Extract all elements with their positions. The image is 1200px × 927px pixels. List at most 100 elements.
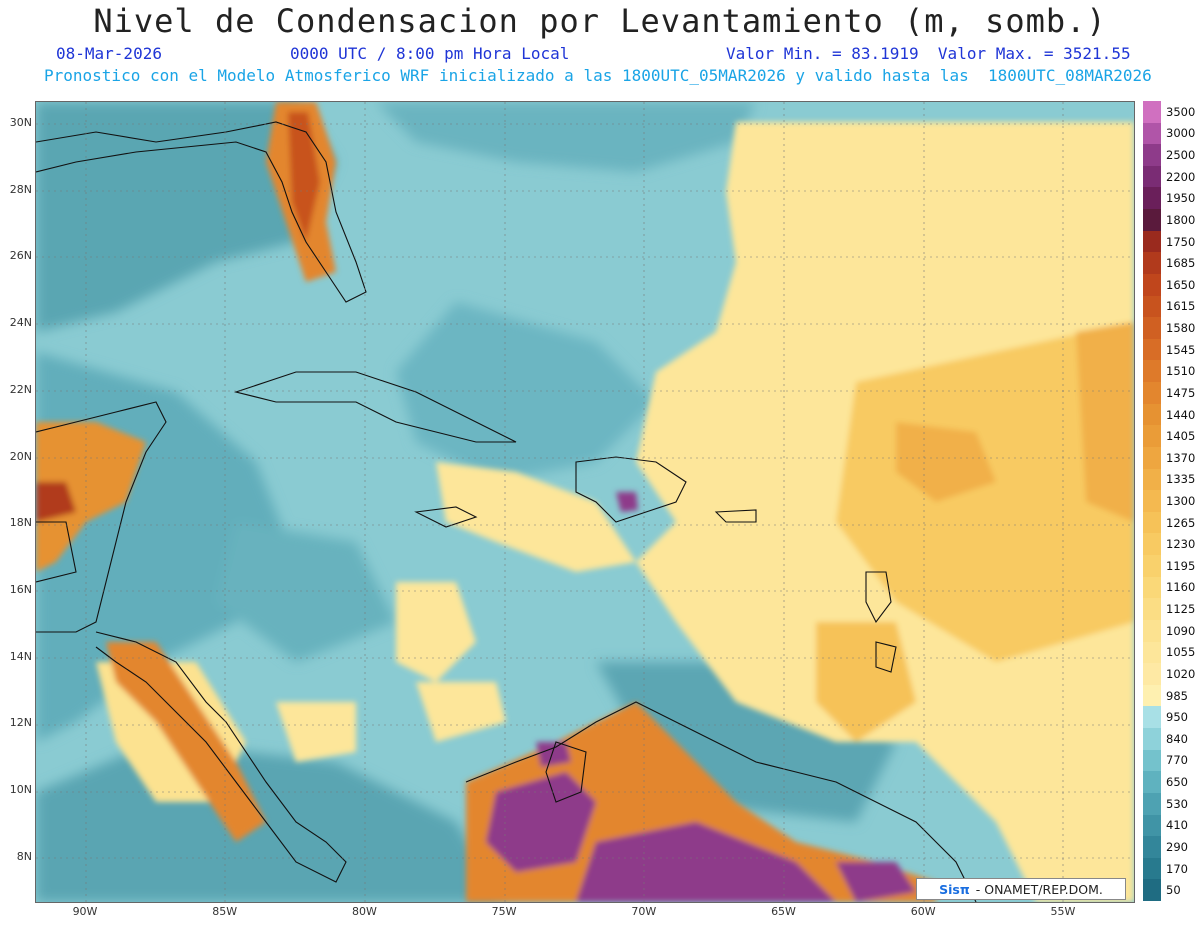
legend-swatch xyxy=(1143,511,1161,534)
legend-label: 1195 xyxy=(1166,558,1196,573)
legend-swatch xyxy=(1143,598,1161,621)
legend-label: 770 xyxy=(1166,753,1188,768)
legend-label: 1370 xyxy=(1166,450,1196,465)
legend-label: 1440 xyxy=(1166,407,1196,422)
legend-swatch xyxy=(1143,230,1161,253)
gridlines xyxy=(36,102,1134,902)
lat-label: 10N xyxy=(9,783,32,796)
brand-badge: Sisπ - ONAMET/REP.DOM. xyxy=(916,878,1126,900)
legend-label: 1160 xyxy=(1166,580,1196,595)
lat-label: 8N xyxy=(16,849,32,863)
legend-swatch xyxy=(1143,792,1161,815)
legend-swatch xyxy=(1143,165,1161,188)
lat-label: 30N xyxy=(9,116,32,129)
legend-label: 1950 xyxy=(1166,191,1196,206)
legend-label: 410 xyxy=(1166,818,1188,833)
legend-swatch xyxy=(1143,317,1161,340)
legend-swatch xyxy=(1143,663,1161,686)
legend-swatch xyxy=(1143,338,1161,361)
legend-swatch xyxy=(1143,187,1161,210)
legend-swatch xyxy=(1143,468,1161,491)
legend-swatch xyxy=(1143,749,1161,772)
legend-swatch xyxy=(1143,295,1161,318)
lat-label: 18N xyxy=(9,516,32,530)
legend-swatch xyxy=(1143,425,1161,448)
legend-label: 650 xyxy=(1166,775,1188,790)
legend-label: 1405 xyxy=(1166,429,1196,444)
lat-label: 26N xyxy=(9,249,32,263)
legend-label: 1020 xyxy=(1166,666,1196,681)
legend-label: 1800 xyxy=(1166,212,1196,227)
lon-label: 80W xyxy=(351,905,377,918)
min-max-values: Valor Min. = 83.1919 Valor Max. = 3521.5… xyxy=(726,44,1131,63)
legend-label: 3500 xyxy=(1166,104,1196,119)
legend-label: 1300 xyxy=(1166,494,1196,508)
lat-label: 12N xyxy=(9,716,32,730)
legend-swatch xyxy=(1143,641,1161,664)
lat-label: 28N xyxy=(9,182,32,196)
legend-label: 1055 xyxy=(1166,645,1196,660)
legend-swatch xyxy=(1143,619,1161,643)
legend-swatch xyxy=(1143,209,1161,232)
legend-swatch xyxy=(1143,101,1161,124)
legend-swatch xyxy=(1143,771,1161,794)
legend-label: 1230 xyxy=(1166,537,1196,552)
legend-swatch xyxy=(1143,273,1161,297)
legend-swatch xyxy=(1143,684,1161,707)
lon-label: 75W xyxy=(491,905,517,918)
legend-label: 1510 xyxy=(1166,364,1196,379)
legend-label: 985 xyxy=(1166,688,1188,703)
brand-text: - ONAMET/REP.DOM. xyxy=(975,881,1103,897)
legend-swatch xyxy=(1143,252,1161,275)
lon-label: 85W xyxy=(212,905,238,918)
model-info: Pronostico con el Modelo Atmosferico WRF… xyxy=(44,66,1152,85)
legend-label: 290 xyxy=(1166,839,1188,854)
lcl-field-high xyxy=(36,102,1134,902)
sispi-logo: Sisπ xyxy=(939,881,970,897)
legend-label: 1090 xyxy=(1166,623,1196,638)
legend-label: 1545 xyxy=(1166,342,1196,357)
legend-label: 1615 xyxy=(1166,299,1196,314)
legend-label: 50 xyxy=(1166,883,1181,898)
legend-label: 1475 xyxy=(1166,385,1196,400)
legend-label: 1750 xyxy=(1166,234,1196,249)
lat-label: 16N xyxy=(9,582,32,596)
legend-swatch xyxy=(1143,490,1161,513)
legend-swatch xyxy=(1143,446,1161,470)
forecast-date: 08-Mar-2026 xyxy=(56,44,162,63)
legend-swatch xyxy=(1143,836,1161,859)
legend-swatch xyxy=(1143,706,1161,729)
legend-label: 2200 xyxy=(1166,169,1196,184)
legend-label: 170 xyxy=(1166,861,1188,876)
lat-label: 22N xyxy=(9,382,32,396)
legend-swatch xyxy=(1143,814,1161,837)
map-title: Nivel de Condensacion por Levantamiento … xyxy=(93,2,1107,40)
legend-label: 1650 xyxy=(1166,277,1196,292)
lcl-map xyxy=(35,101,1135,903)
legend-label: 1685 xyxy=(1166,256,1196,271)
coastlines xyxy=(36,121,977,902)
legend-label: 1580 xyxy=(1166,321,1196,336)
color-legend xyxy=(1143,101,1161,902)
legend-label: 2500 xyxy=(1166,148,1196,163)
legend-label: 1265 xyxy=(1166,515,1196,530)
legend-swatch xyxy=(1143,122,1161,145)
lon-label: 60W xyxy=(910,905,936,918)
legend-swatch xyxy=(1143,879,1161,902)
legend-label: 840 xyxy=(1166,731,1188,746)
legend-swatch xyxy=(1143,857,1161,880)
legend-label: 530 xyxy=(1166,796,1188,811)
forecast-time: 0000 UTC / 8:00 pm Hora Local xyxy=(290,44,570,63)
lat-label: 20N xyxy=(9,449,32,463)
lon-label: 65W xyxy=(771,905,796,918)
legend-label: 3000 xyxy=(1166,126,1196,141)
legend-swatch xyxy=(1143,360,1161,383)
map-canvas xyxy=(36,102,1134,902)
legend-swatch xyxy=(1143,144,1161,167)
lat-label: 24N xyxy=(9,316,32,330)
lat-label: 14N xyxy=(9,649,32,663)
legend-swatch xyxy=(1143,728,1161,751)
lon-label: 70W xyxy=(631,905,657,918)
legend-swatch xyxy=(1143,382,1161,405)
lon-label: 90W xyxy=(72,905,98,918)
